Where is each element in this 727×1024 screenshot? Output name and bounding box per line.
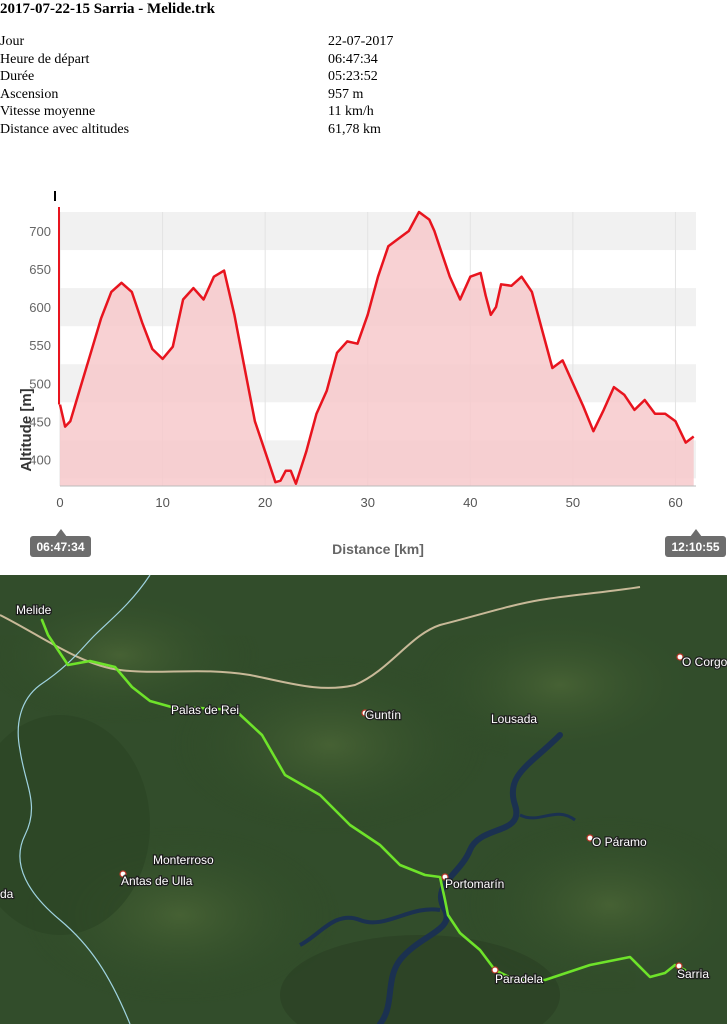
start-time-badge: 06:47:34 [30,529,91,557]
place-portomarin: Portomarín [445,877,504,891]
info-row-day: Jour 22-07-2017 [0,33,393,51]
x-tick-label: 10 [155,495,169,510]
end-time-label: 12:10:55 [671,540,719,554]
y-tick-label: 600 [29,300,51,315]
place-lousada: Lousada [491,712,537,726]
y-tick-label: 550 [29,338,51,353]
elevation-area [60,212,694,486]
elevation-chart: 400 450 500 550 600 650 700 0 10 20 30 40 50 60 Alti… [18,191,726,557]
river-branch [299,907,441,947]
place-monterroso: Monterroso [153,853,214,867]
route-track [40,618,687,982]
river [377,732,563,1024]
x-tick-label: 60 [668,495,682,510]
x-tick-label: 30 [361,495,375,510]
info-row-avg-speed: Vitesse moyenne 11 km/h [0,103,393,121]
x-tick-label: 40 [463,495,477,510]
y-tick-label: 500 [29,376,51,391]
x-axis-label: Distance [km] [332,541,424,557]
place-sarria: Sarria [677,967,709,981]
track-info-table: Jour 22-07-2017 Heure de départ 06:47:34 D… [0,33,393,138]
place-o-corgo: O Corgo [682,655,727,669]
place-markers [119,653,684,974]
place-melide: Melide [16,603,52,617]
place-paradela: Paradela [495,972,543,986]
x-tick-label: 50 [566,495,580,510]
start-time-label: 06:47:34 [36,540,84,554]
place-guntin: Guntín [365,708,401,722]
place-palas-de-rei: Palas de Rei [171,703,239,717]
info-label: Heure de départ [0,51,90,67]
x-tick-label: 20 [258,495,272,510]
end-time-badge: 12:10:55 [665,529,726,557]
route-map[interactable]: Melide Palas de Rei Guntín Lousada O Cor… [0,575,727,1024]
track-title: 2017-07-22-15 Sarria - Melide.trk [0,1,215,17]
y-tick-label: 400 [29,452,51,467]
y-axis-label: Altitude [m] [18,388,35,471]
main-road [0,586,641,689]
info-value: 06:47:34 [328,51,378,67]
y-tick-label: 450 [29,414,51,429]
info-row-distance: Distance avec altitudes 61,78 km [0,121,393,139]
terrain-texture [0,585,727,1024]
info-value: 957 m [328,86,364,102]
elevation-line [58,210,695,485]
x-tick-labels: 0 10 20 30 40 50 60 [56,495,682,510]
y-tick-label: 650 [29,262,51,277]
info-label: Durée [0,69,35,84]
y-tick-labels: 400 450 500 550 600 650 700 [29,224,51,467]
info-label: Distance avec altitudes [0,121,130,137]
info-value: 22-07-2017 [328,34,394,49]
info-value: 61,78 km [328,121,381,137]
y-tick-label: 700 [29,224,51,239]
info-value: 11 km/h [328,104,374,119]
boundary-line [17,575,151,1024]
info-row-duration: Durée 05:23:52 [0,68,393,86]
place-partial-da: da [0,887,14,901]
info-label: Ascension [0,86,59,102]
info-label: Vitesse moyenne [0,104,96,119]
grid-band [60,212,696,251]
place-antas-de-ulla: Antas de Ulla [121,874,193,888]
info-row-start-time: Heure de départ 06:47:34 [0,51,393,69]
info-value: 05:23:52 [328,69,378,84]
place-o-paramo: O Páramo [592,835,647,849]
info-label: Jour [0,34,25,49]
river-branch [519,812,576,822]
x-tick-label: 0 [56,495,63,510]
info-row-ascent: Ascension 957 m [0,86,393,104]
